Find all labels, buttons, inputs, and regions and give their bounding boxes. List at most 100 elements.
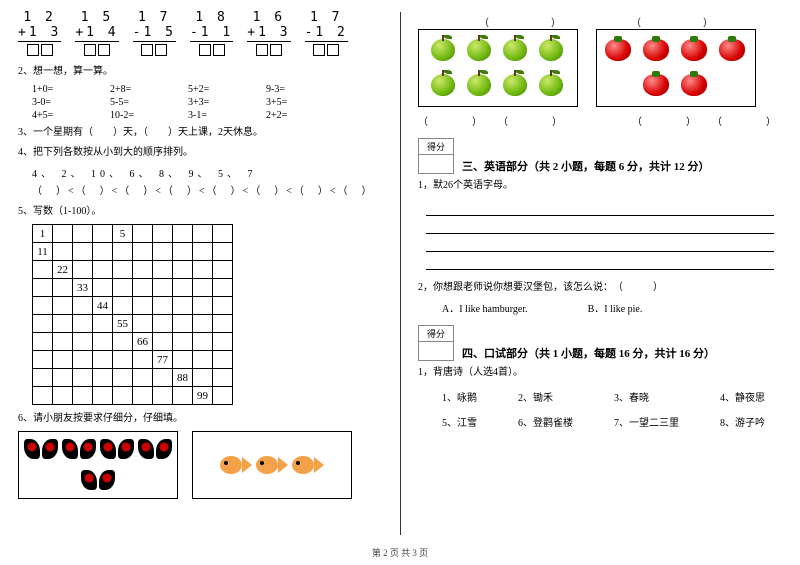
grid-cell bbox=[53, 315, 73, 333]
grid-cell bbox=[153, 261, 173, 279]
grid-cell bbox=[193, 279, 213, 297]
grid-cell bbox=[93, 243, 113, 261]
equation: 5-5= bbox=[110, 97, 170, 108]
pepper-icon bbox=[681, 74, 709, 98]
grid-cell bbox=[33, 279, 53, 297]
poem-list: 1、咏鹅2、锄禾3、春晓4、静夜思5、江雪6、登鹳雀楼7、一望二三里8、游子吟 bbox=[442, 389, 782, 429]
writing-line bbox=[426, 198, 774, 216]
grid-cell bbox=[53, 279, 73, 297]
apple-icon bbox=[539, 39, 565, 63]
grid-cell bbox=[133, 279, 153, 297]
question-4: 4、把下列各数按从小到大的顺序排列。 bbox=[18, 145, 382, 161]
grid-cell bbox=[153, 279, 173, 297]
grid-cell bbox=[53, 387, 73, 405]
writing-line bbox=[426, 252, 774, 270]
apple-icon bbox=[467, 39, 493, 63]
poem-item: 1、咏鹅 bbox=[442, 389, 494, 404]
grid-cell bbox=[173, 315, 193, 333]
grid-cell bbox=[33, 261, 53, 279]
pepper-icon bbox=[643, 74, 671, 98]
grid-cell: 5 bbox=[113, 225, 133, 243]
grid-cell bbox=[213, 225, 233, 243]
left-column: 1 2+1 31 5+1 41 7-1 51 8-1 11 6+1 31 7-1… bbox=[0, 0, 400, 565]
equations-grid: 1+0=2+8=5+2=9-3=3-0=5-5=3+3=3+5=4+5=10-2… bbox=[32, 84, 382, 121]
grid-cell bbox=[33, 315, 53, 333]
grid-cell bbox=[213, 261, 233, 279]
bottom-parentheses: （ ） （ ） （ ） （ ） bbox=[418, 113, 782, 128]
grid-cell: 88 bbox=[173, 369, 193, 387]
arithmetic-problem: 1 6+1 3 bbox=[247, 10, 290, 56]
score-box: 得分 bbox=[418, 325, 454, 361]
grid-cell bbox=[33, 297, 53, 315]
fish-icon bbox=[256, 453, 288, 477]
section-3-title: 三、英语部分（共 2 小题，每题 6 分，共计 12 分） bbox=[462, 158, 710, 174]
grid-cell bbox=[93, 351, 113, 369]
worksheet-page: 1 2+1 31 5+1 41 7-1 51 8-1 11 6+1 31 7-1… bbox=[0, 0, 800, 565]
equation: 3+5= bbox=[266, 97, 326, 108]
grid-cell bbox=[93, 279, 113, 297]
grid-cell bbox=[113, 297, 133, 315]
fish-icon bbox=[220, 453, 252, 477]
fish-box bbox=[192, 431, 352, 499]
equation: 3-0= bbox=[32, 97, 92, 108]
grid-cell bbox=[153, 369, 173, 387]
grid-cell bbox=[153, 387, 173, 405]
grid-cell: 55 bbox=[113, 315, 133, 333]
poem-item: 8、游子吟 bbox=[720, 414, 782, 429]
grid-cell bbox=[213, 315, 233, 333]
butterfly-box bbox=[18, 431, 178, 499]
grid-cell bbox=[113, 351, 133, 369]
grid-cell: 1 bbox=[33, 225, 53, 243]
grid-cell bbox=[193, 369, 213, 387]
grid-cell bbox=[153, 297, 173, 315]
grid-cell bbox=[133, 315, 153, 333]
grid-cell bbox=[213, 369, 233, 387]
option-b: B．I like pie. bbox=[588, 300, 643, 315]
pepper-icon bbox=[643, 39, 671, 63]
grid-cell bbox=[193, 225, 213, 243]
grid-cell bbox=[173, 261, 193, 279]
grid-cell bbox=[193, 315, 213, 333]
grid-cell bbox=[73, 333, 93, 351]
grid-cell bbox=[33, 369, 53, 387]
grid-cell bbox=[213, 279, 233, 297]
sort-numbers: 4、 2、 10、 6、 8、 9、 5、 7 bbox=[32, 165, 382, 180]
writing-line bbox=[426, 234, 774, 252]
grid-cell bbox=[173, 225, 193, 243]
page-footer: 第 2 页 共 3 页 bbox=[0, 546, 800, 559]
picture-row bbox=[18, 431, 382, 499]
grid-cell bbox=[113, 261, 133, 279]
equation: 3+3= bbox=[188, 97, 248, 108]
pepper-icon bbox=[605, 39, 633, 63]
question-2: 2、想一想，算一算。 bbox=[18, 64, 382, 80]
arithmetic-row: 1 2+1 31 5+1 41 7-1 51 8-1 11 6+1 31 7-1… bbox=[18, 10, 382, 56]
grid-cell bbox=[73, 351, 93, 369]
question-6: 6、请小朋友按要求仔细分，仔细填。 bbox=[18, 411, 382, 427]
grid-cell bbox=[53, 297, 73, 315]
option-a: A．I like hamburger. bbox=[442, 300, 528, 315]
grid-cell bbox=[193, 261, 213, 279]
grid-cell bbox=[93, 315, 113, 333]
grid-cell bbox=[133, 243, 153, 261]
equation: 5+2= bbox=[188, 84, 248, 95]
grid-cell bbox=[133, 351, 153, 369]
section-4-q1: 1，背唐诗（人选4首）。 bbox=[418, 365, 782, 381]
arithmetic-problem: 1 7-1 5 bbox=[133, 10, 176, 56]
grid-cell bbox=[33, 333, 53, 351]
grid-cell bbox=[193, 351, 213, 369]
grid-cell: 44 bbox=[93, 297, 113, 315]
grid-cell bbox=[73, 261, 93, 279]
grid-cell bbox=[113, 369, 133, 387]
equation: 2+2= bbox=[266, 110, 326, 121]
butterfly-icon bbox=[24, 439, 58, 461]
question-5: 5、写数（1-100）。 bbox=[18, 204, 382, 220]
grid-cell bbox=[153, 315, 173, 333]
equation: 9-3= bbox=[266, 84, 326, 95]
grid-cell bbox=[153, 243, 173, 261]
poem-item: 6、登鹳雀楼 bbox=[518, 414, 590, 429]
grid-cell bbox=[133, 261, 153, 279]
grid-cell: 11 bbox=[33, 243, 53, 261]
apple-icon bbox=[467, 74, 493, 98]
butterfly-icon bbox=[100, 439, 134, 461]
grid-cell bbox=[193, 297, 213, 315]
